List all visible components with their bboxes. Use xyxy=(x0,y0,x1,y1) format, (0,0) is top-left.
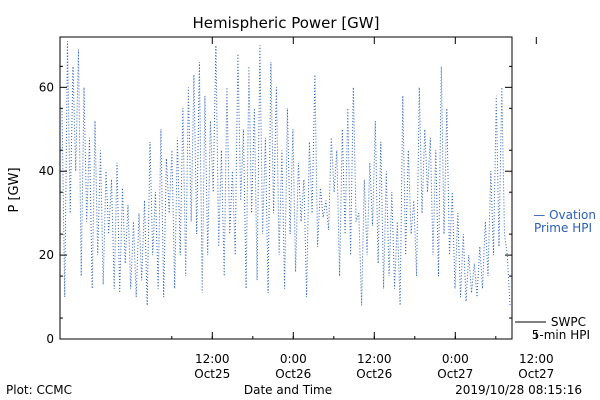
x-tick-label: 12:00 xyxy=(195,352,230,366)
legend-ovation-line2: Prime HPI xyxy=(534,221,592,235)
x-axis-label: Date and Time xyxy=(244,383,332,397)
x-tick-label: 12:00 xyxy=(357,352,392,366)
legend-swpc-line1: SWPC xyxy=(551,315,586,329)
x-tick-label: Oct26 xyxy=(275,367,311,381)
timestamp: 2019/10/28 08:15:16 xyxy=(455,383,582,397)
legend-swpc-line2: 5-min HPI xyxy=(532,328,590,342)
chart-title: Hemispheric Power [GW] xyxy=(193,14,380,32)
x-axis: 12:00Oct250:00Oct2612:00Oct260:00Oct2712… xyxy=(171,37,600,381)
legend: — Ovation Prime HPI SWPC 5-min HPI xyxy=(515,208,596,342)
y-tick-label: 60 xyxy=(39,80,54,94)
plot-frame xyxy=(59,36,513,340)
x-tick-label: 0:00 xyxy=(442,352,469,366)
y-tick-label: 20 xyxy=(39,248,54,262)
x-tick-label: Oct27 xyxy=(518,367,554,381)
x-tick-label: 0:00 xyxy=(280,352,307,366)
series-layer xyxy=(61,41,511,306)
x-tick-label: 12:00 xyxy=(519,352,554,366)
legend-ovation-line1: — Ovation xyxy=(533,208,596,222)
plot-credit: Plot: CCMC xyxy=(6,383,72,397)
x-tick-label: Oct25 xyxy=(194,367,230,381)
y-tick-label: 0 xyxy=(46,332,54,346)
x-tick-label: Oct26 xyxy=(356,367,392,381)
y-axis-label: P [GW] xyxy=(7,167,22,212)
x-tick-label: Oct27 xyxy=(437,367,473,381)
series-line-0 xyxy=(61,41,511,306)
y-tick-label: 40 xyxy=(39,164,54,178)
y-axis: 0 20 40 60 xyxy=(39,65,512,346)
